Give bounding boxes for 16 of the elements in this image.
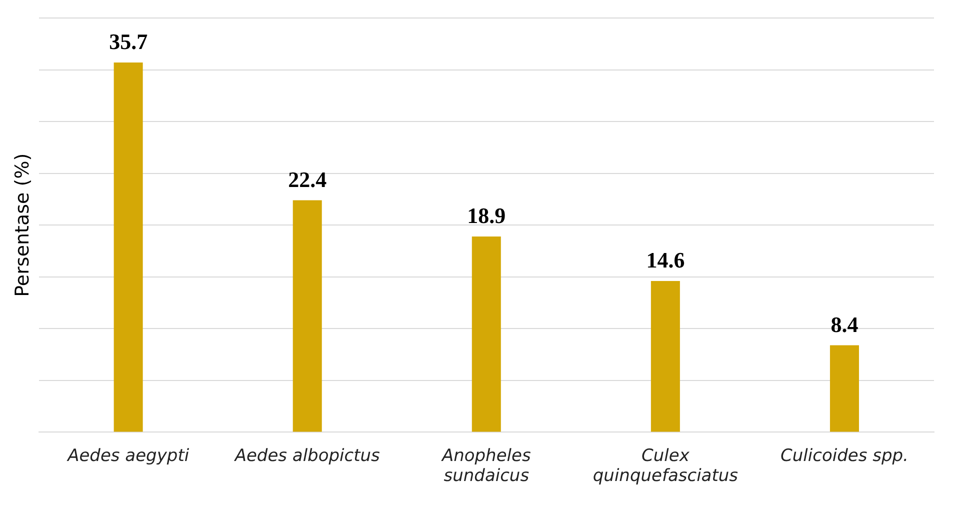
data-label: 18.9 <box>467 203 506 228</box>
bar <box>114 62 143 432</box>
data-label: 22.4 <box>288 166 327 192</box>
y-axis-title: Persentase (%) <box>11 153 34 297</box>
bar <box>472 236 501 432</box>
data-label: 8.4 <box>830 312 858 337</box>
bar <box>650 281 680 432</box>
x-tick-label: Culex quinquefasciatus <box>592 446 738 486</box>
bar <box>292 200 322 432</box>
x-tick-label: Aedes aegypti <box>66 446 190 466</box>
bar <box>830 345 859 432</box>
data-label: 35.7 <box>109 29 148 54</box>
x-tick-label: Aedes albopictus <box>234 446 380 466</box>
data-label: 14.6 <box>646 248 685 273</box>
x-tick-label: Anopheles sundaicus <box>440 446 531 486</box>
x-tick-label: Culicoides spp. <box>780 446 908 466</box>
